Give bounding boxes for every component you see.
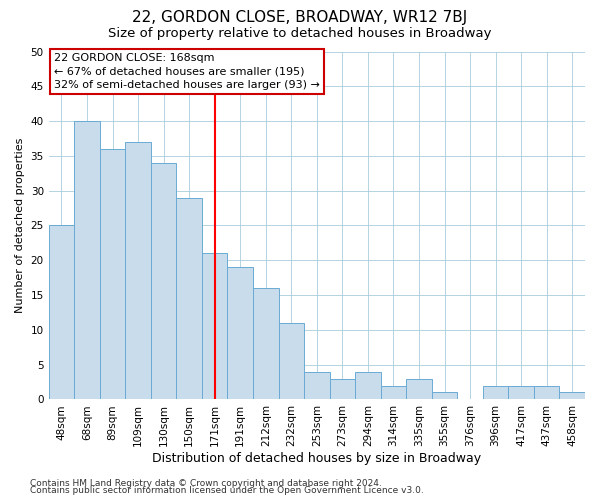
Bar — [380, 386, 406, 400]
Bar — [559, 392, 585, 400]
Bar — [176, 198, 202, 400]
Bar — [100, 149, 125, 400]
Bar — [534, 386, 559, 400]
Bar — [74, 121, 100, 400]
Bar — [508, 386, 534, 400]
Bar — [406, 378, 432, 400]
Bar — [125, 142, 151, 400]
Text: 22, GORDON CLOSE, BROADWAY, WR12 7BJ: 22, GORDON CLOSE, BROADWAY, WR12 7BJ — [133, 10, 467, 25]
Bar — [49, 226, 74, 400]
Y-axis label: Number of detached properties: Number of detached properties — [15, 138, 25, 313]
Bar — [432, 392, 457, 400]
Bar — [355, 372, 380, 400]
Bar — [304, 372, 329, 400]
Text: Contains public sector information licensed under the Open Government Licence v3: Contains public sector information licen… — [30, 486, 424, 495]
Text: 22 GORDON CLOSE: 168sqm
← 67% of detached houses are smaller (195)
32% of semi-d: 22 GORDON CLOSE: 168sqm ← 67% of detache… — [54, 53, 320, 90]
Bar — [227, 267, 253, 400]
Bar — [253, 288, 278, 400]
Bar — [278, 323, 304, 400]
Bar — [202, 254, 227, 400]
X-axis label: Distribution of detached houses by size in Broadway: Distribution of detached houses by size … — [152, 452, 481, 465]
Text: Size of property relative to detached houses in Broadway: Size of property relative to detached ho… — [108, 28, 492, 40]
Text: Contains HM Land Registry data © Crown copyright and database right 2024.: Contains HM Land Registry data © Crown c… — [30, 478, 382, 488]
Bar — [329, 378, 355, 400]
Bar — [151, 163, 176, 400]
Bar — [483, 386, 508, 400]
